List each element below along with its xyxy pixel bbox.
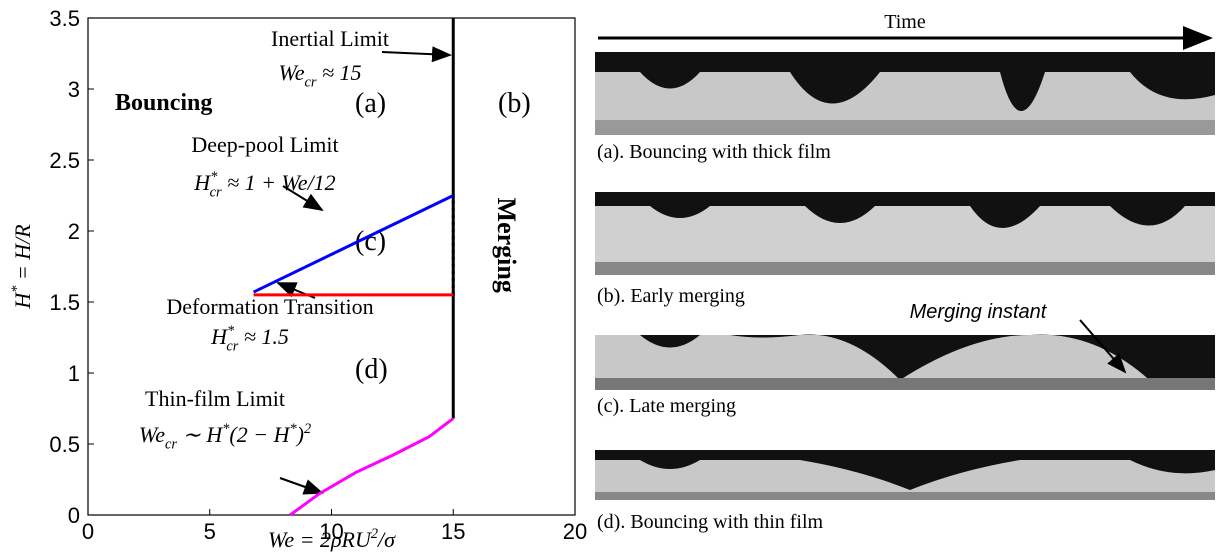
x-tick-label: 10 — [319, 519, 343, 544]
region-label: (d) — [355, 354, 388, 385]
annotation: Wecr ∼ H*(2 − H*)2 — [139, 421, 311, 452]
text-part: H — [210, 324, 228, 349]
series-line — [252, 194, 454, 294]
text-part: We = 2ρRU — [268, 527, 373, 552]
text-part: ≈ 15 — [316, 60, 361, 85]
caption: (c). Late merging — [597, 395, 736, 417]
x-tick-label: 15 — [441, 519, 465, 544]
text-part: ∼ H — [177, 422, 223, 447]
text-part: cr — [165, 437, 177, 453]
caption: (d). Bouncing with thin film — [597, 511, 824, 533]
region-label: (a) — [355, 88, 386, 119]
image-strip-d — [595, 450, 1215, 500]
text-part: * — [227, 323, 235, 339]
text-part: Inertial Limit — [271, 26, 389, 51]
series-line — [289, 417, 455, 517]
text-part: cr — [305, 75, 317, 91]
text-part: We — [278, 60, 304, 85]
annotation: Inertial Limit — [271, 26, 389, 51]
x-tick-label: 5 — [204, 519, 216, 544]
annotation: Deformation Transition — [166, 294, 373, 319]
caption: (a). Bouncing with thick film — [597, 141, 831, 163]
text-part: cr — [226, 339, 238, 355]
text-part: H — [193, 170, 211, 195]
text-part: * — [210, 169, 218, 185]
text-part: Deformation Transition — [166, 294, 373, 319]
text-part: ≈ 1 + We/12 — [222, 170, 336, 195]
x-tick-label: 20 — [563, 519, 587, 544]
image-strip-a — [595, 52, 1215, 135]
text-part: Thin-film Limit — [145, 386, 285, 411]
y-tick-label: 2 — [68, 219, 80, 244]
y-tick-label: 3.5 — [49, 6, 80, 31]
text-part: * — [289, 421, 297, 437]
region-label: Bouncing — [115, 90, 212, 116]
time-label: Time — [884, 11, 926, 33]
text-part: (2 − H — [229, 422, 290, 447]
text-part: H — [10, 292, 35, 310]
text-part: cr — [210, 185, 222, 201]
annotation: H* cr ≈ 1 + We/12 — [193, 169, 335, 200]
y-tick-label: 0.5 — [49, 432, 80, 457]
x-axis-label: We = 2ρRU2/σ — [268, 526, 396, 552]
region-label: Merging — [492, 198, 521, 293]
text-part: * — [9, 285, 25, 293]
annotation: Deep-pool Limit — [191, 132, 338, 157]
text-part: Deep-pool Limit — [191, 132, 338, 157]
y-tick-label: 1 — [68, 361, 80, 386]
x-tick-label: 0 — [82, 519, 94, 544]
caption: (b). Early merging — [597, 285, 745, 307]
text-part: /σ — [376, 527, 396, 552]
annotation: H* cr ≈ 1.5 — [210, 323, 289, 354]
y-axis-label: H* = H/R — [9, 224, 35, 310]
y-tick-label: 2.5 — [49, 148, 80, 173]
text-part: * — [222, 421, 230, 437]
region-label: (b) — [498, 88, 531, 119]
text-part: = H/R — [10, 224, 35, 286]
text-part: 2 — [371, 526, 378, 542]
annotation: Thin-film Limit — [145, 386, 285, 411]
note: Merging instant — [910, 301, 1048, 323]
y-tick-label: 3 — [68, 77, 80, 102]
arrows — [276, 46, 452, 495]
text-part: 2 — [304, 421, 311, 437]
text-part: ) — [295, 422, 304, 447]
annotation: Wecr ≈ 15 — [278, 60, 361, 91]
image-strip-c — [595, 334, 1215, 390]
y-tick-label: 0 — [68, 503, 80, 528]
text-part: We — [139, 422, 165, 447]
image-strip-b — [595, 192, 1215, 275]
note-arrow — [1079, 319, 1127, 374]
y-tick-label: 1.5 — [49, 290, 80, 315]
text-part: ≈ 1.5 — [238, 324, 289, 349]
